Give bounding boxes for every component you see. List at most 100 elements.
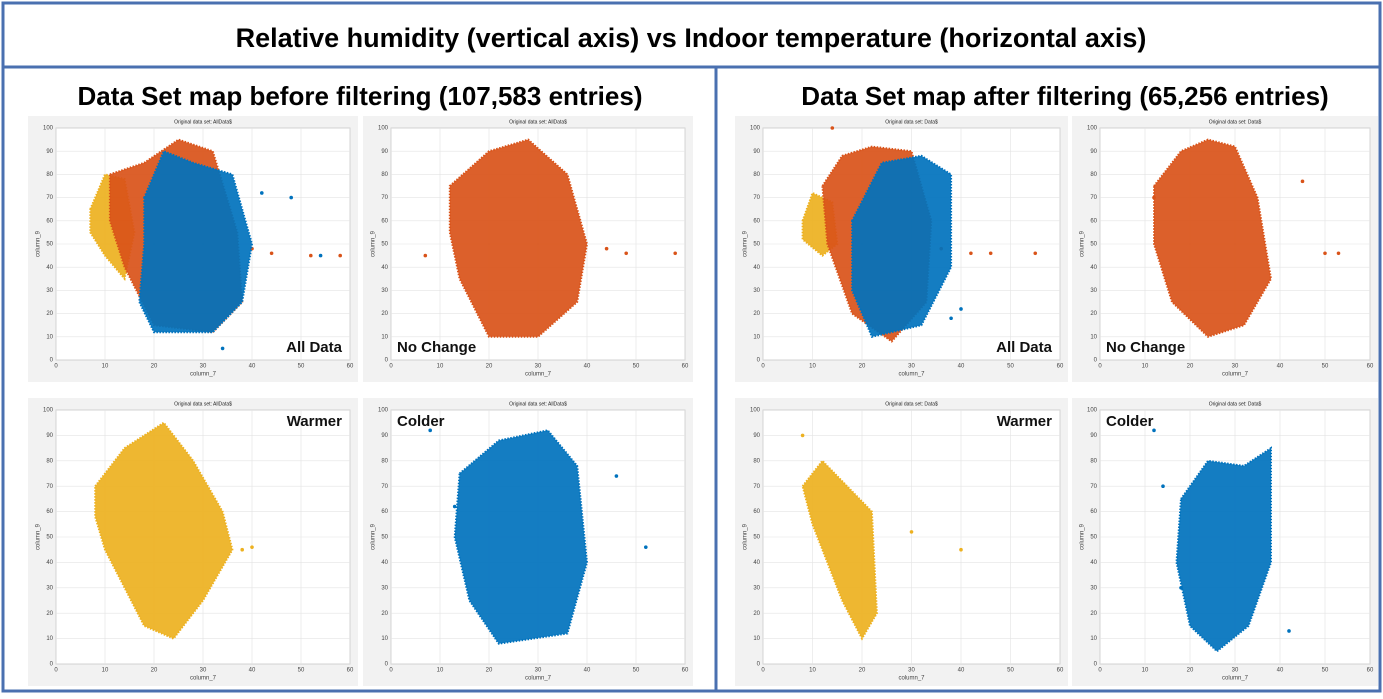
y-tick-label: 30 bbox=[1090, 585, 1097, 591]
scatter-plot: 0 10 20 30 40 50 60 0 10 20 30 40 50 60 70 80 90 100 colum… bbox=[28, 116, 358, 382]
plots: 0 10 20 30 40 50 600102030405060708090100colum… bbox=[28, 116, 1378, 686]
y-axis-label: column_9 bbox=[743, 523, 749, 550]
x-tick-label: 20 bbox=[1187, 364, 1194, 370]
y-tick-label: 20 bbox=[1090, 311, 1097, 317]
x-tick-label: 0 bbox=[54, 668, 58, 674]
y-tick-label: 10 bbox=[753, 334, 760, 340]
plot-subtitle: Original data set: AllData$ bbox=[509, 119, 567, 125]
y-tick-label: 100 bbox=[750, 408, 761, 414]
scatter-point bbox=[423, 253, 428, 258]
y-tick-label: 80 bbox=[1090, 458, 1097, 464]
scatter-point bbox=[673, 251, 677, 256]
y-tick-label: 70 bbox=[46, 195, 53, 201]
scatter-point bbox=[949, 316, 953, 321]
y-tick-label: 30 bbox=[753, 288, 760, 294]
x-tick-label: 50 bbox=[298, 364, 305, 370]
y-tick-label: 30 bbox=[46, 288, 53, 294]
scatter-point bbox=[240, 547, 244, 552]
y-tick-label: 90 bbox=[381, 433, 388, 439]
y-tick-label: 30 bbox=[46, 585, 53, 591]
panel-title: Data Set map after filtering (65,256 ent… bbox=[801, 81, 1328, 111]
y-axis-label: column_9 bbox=[371, 230, 377, 257]
y-tick-label: 90 bbox=[46, 433, 53, 439]
y-tick-label: 80 bbox=[1090, 172, 1097, 178]
y-tick-label: 70 bbox=[753, 195, 760, 201]
plot-subtitle: Original data set: AllData$ bbox=[509, 401, 567, 407]
x-tick-label: 20 bbox=[1187, 668, 1194, 674]
scatter-point bbox=[289, 195, 294, 200]
y-tick-label: 80 bbox=[381, 458, 388, 464]
y-tick-label: 20 bbox=[46, 311, 53, 317]
scatter-point bbox=[969, 251, 973, 256]
y-tick-label: 70 bbox=[753, 484, 760, 490]
y-tick-label: 30 bbox=[1090, 288, 1097, 294]
scatter-point bbox=[318, 253, 323, 258]
plot-label: All Data bbox=[286, 339, 343, 356]
y-axis-label: column_9 bbox=[1080, 523, 1086, 550]
y-tick-label: 40 bbox=[381, 265, 388, 271]
y-tick-label: 0 bbox=[757, 358, 761, 364]
scatter-point bbox=[260, 191, 264, 195]
x-tick-label: 60 bbox=[347, 668, 354, 674]
y-tick-label: 50 bbox=[381, 242, 388, 248]
y-tick-label: 80 bbox=[753, 172, 760, 178]
y-tick-label: 60 bbox=[46, 509, 53, 515]
x-tick-label: 10 bbox=[102, 668, 109, 674]
x-tick-label: 30 bbox=[200, 668, 207, 674]
x-tick-label: 50 bbox=[633, 668, 640, 674]
point-cloud bbox=[94, 421, 234, 640]
y-tick-label: 10 bbox=[381, 636, 388, 642]
y-axis-label: column_9 bbox=[1080, 230, 1086, 257]
x-tick-label: 60 bbox=[682, 364, 689, 370]
x-tick-label: 10 bbox=[437, 364, 444, 370]
point-cloud bbox=[448, 138, 589, 338]
plot-label: Colder bbox=[1106, 413, 1154, 430]
scatter-point bbox=[624, 251, 628, 256]
x-tick-label: 10 bbox=[1142, 364, 1149, 370]
x-tick-label: 20 bbox=[859, 364, 866, 370]
scatter-point bbox=[309, 253, 313, 258]
x-tick-label: 50 bbox=[1007, 668, 1014, 674]
y-tick-label: 10 bbox=[1090, 636, 1097, 642]
x-tick-label: 0 bbox=[389, 364, 393, 370]
scatter-plot: 0 10 20 30 40 50 60 0 10 20 30 40 50 60 70 80 90 100 colum… bbox=[28, 398, 358, 686]
x-tick-label: 60 bbox=[347, 364, 354, 370]
x-tick-label: 20 bbox=[151, 668, 158, 674]
y-tick-label: 80 bbox=[381, 172, 388, 178]
y-tick-label: 100 bbox=[1087, 126, 1098, 132]
x-axis-label: column_7 bbox=[898, 676, 925, 682]
y-tick-label: 50 bbox=[1090, 535, 1097, 541]
x-tick-label: 50 bbox=[1007, 364, 1014, 370]
y-tick-label: 10 bbox=[381, 334, 388, 340]
x-tick-label: 10 bbox=[102, 364, 109, 370]
plot-label: No Change bbox=[397, 339, 476, 356]
y-axis-label: column_9 bbox=[36, 230, 42, 257]
y-tick-label: 10 bbox=[753, 636, 760, 642]
x-axis-label: column_7 bbox=[190, 676, 217, 682]
y-tick-label: 0 bbox=[1094, 662, 1098, 668]
scatter-point bbox=[452, 504, 457, 509]
y-tick-label: 50 bbox=[753, 535, 760, 541]
y-tick-label: 80 bbox=[753, 458, 760, 464]
scatter-point bbox=[988, 251, 993, 256]
y-tick-label: 0 bbox=[50, 662, 54, 668]
plot-label: Warmer bbox=[997, 413, 1052, 430]
plot-subtitle: Original data set: Data$ bbox=[1209, 119, 1262, 125]
point-cloud bbox=[138, 149, 254, 334]
x-tick-label: 0 bbox=[761, 364, 765, 370]
scatter-point bbox=[800, 433, 805, 438]
plot-subtitle: Original data set: Data$ bbox=[1209, 401, 1262, 407]
y-tick-label: 70 bbox=[381, 484, 388, 490]
plot-label: Colder bbox=[397, 413, 445, 430]
y-tick-label: 20 bbox=[381, 611, 388, 617]
y-tick-label: 20 bbox=[381, 311, 388, 317]
x-axis-label: column_7 bbox=[525, 676, 552, 682]
scatter-point bbox=[250, 545, 254, 549]
plot-label: All Data bbox=[996, 339, 1053, 356]
y-tick-label: 60 bbox=[46, 218, 53, 224]
x-tick-label: 40 bbox=[1277, 668, 1284, 674]
x-tick-label: 40 bbox=[584, 668, 591, 674]
x-tick-label: 20 bbox=[486, 668, 493, 674]
y-tick-label: 0 bbox=[50, 358, 54, 364]
scatter-point bbox=[1179, 586, 1183, 590]
